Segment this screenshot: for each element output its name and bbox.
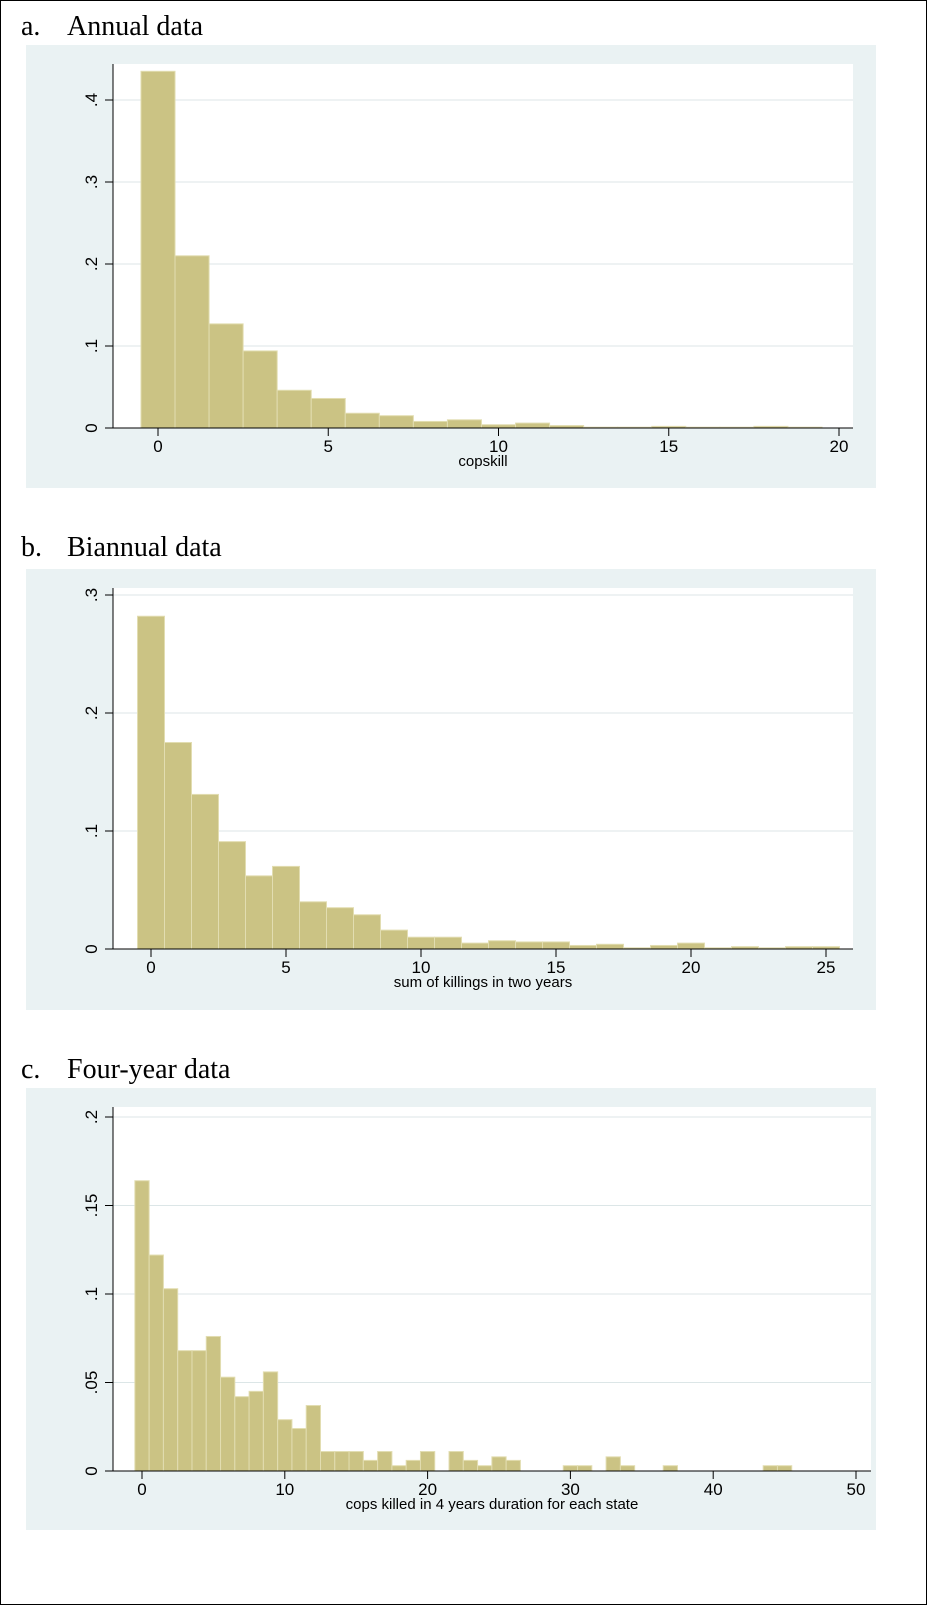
histogram-bar xyxy=(191,1350,207,1472)
x-axis-label: sum of killings in two years xyxy=(394,974,572,991)
histogram-bar xyxy=(477,1465,493,1472)
panel-b-name: Biannual data xyxy=(67,532,222,563)
histogram-bar xyxy=(320,1451,336,1472)
histogram-bar xyxy=(299,901,327,950)
histogram-bar xyxy=(377,1451,393,1472)
panel-a-letter: a. xyxy=(21,11,41,42)
x-tick-label: 5 xyxy=(281,958,290,977)
x-axis-label: copskill xyxy=(458,453,507,470)
histogram-bar xyxy=(177,1350,193,1472)
x-tick-label: 10 xyxy=(412,958,431,977)
histogram-bar xyxy=(205,1335,222,1472)
y-tick-label: .1 xyxy=(82,339,101,353)
y-tick-label: .2 xyxy=(82,257,101,271)
x-tick-label: 20 xyxy=(682,958,701,977)
x-tick-label: 40 xyxy=(704,1480,723,1499)
y-tick-label: .2 xyxy=(82,1110,101,1124)
histogram-bar xyxy=(662,1465,678,1472)
histogram-bar xyxy=(334,1451,350,1472)
histogram-bar xyxy=(234,1396,250,1472)
histogram-bar xyxy=(305,1405,322,1472)
x-axis-label: cops killed in 4 years duration for each… xyxy=(346,1496,639,1513)
histogram-bar xyxy=(162,1288,179,1472)
x-tick-label: 5 xyxy=(324,437,333,456)
histogram-bar xyxy=(208,323,244,429)
y-tick-label: .3 xyxy=(82,175,101,189)
histogram-bar xyxy=(619,1465,636,1472)
x-tick-label: 50 xyxy=(847,1480,866,1499)
histogram-bar xyxy=(291,1428,307,1472)
histogram-bar xyxy=(148,1254,164,1472)
histogram-bar xyxy=(262,1371,279,1472)
y-tick-label: 0 xyxy=(82,944,101,953)
y-tick-label: 0 xyxy=(82,423,101,432)
histogram-bar xyxy=(276,389,312,429)
y-tick-label: .1 xyxy=(82,1287,101,1301)
panel-a-title: a. Annual data xyxy=(21,13,203,41)
panel-c-letter: c. xyxy=(21,1054,41,1085)
x-tick-label: 10 xyxy=(489,437,508,456)
y-tick-label: .05 xyxy=(82,1371,101,1395)
histogram-bar xyxy=(242,350,278,429)
histogram-bar xyxy=(405,1459,421,1472)
histogram-bar xyxy=(174,255,210,429)
histogram-bar xyxy=(277,1419,293,1472)
x-tick-label: 10 xyxy=(275,1480,294,1499)
histogram-bar xyxy=(448,1451,464,1472)
histogram-bar xyxy=(353,914,381,950)
histogram-bar xyxy=(245,875,273,950)
histogram-bar xyxy=(362,1459,379,1472)
histogram-bar xyxy=(248,1390,264,1472)
panel-b-title: b. Biannual data xyxy=(21,534,222,562)
histogram-bar xyxy=(776,1465,793,1472)
histogram-bar xyxy=(491,1456,507,1472)
x-tick-label: 25 xyxy=(817,958,836,977)
y-tick-label: 0 xyxy=(82,1466,101,1475)
x-tick-label: 20 xyxy=(418,1480,437,1499)
histogram-bar xyxy=(310,397,346,429)
x-tick-label: 0 xyxy=(137,1480,146,1499)
panel-c-title: c. Four-year data xyxy=(21,1056,230,1084)
y-tick-label: .3 xyxy=(82,588,101,602)
histogram-bar xyxy=(220,1376,236,1472)
histogram-bar xyxy=(348,1451,364,1472)
x-tick-label: 0 xyxy=(146,958,155,977)
y-tick-label: .15 xyxy=(82,1194,101,1218)
x-tick-label: 20 xyxy=(830,437,849,456)
panel-c-name: Four-year data xyxy=(67,1054,231,1085)
x-tick-label: 15 xyxy=(659,437,678,456)
x-tick-label: 30 xyxy=(561,1480,580,1499)
y-tick-label: .2 xyxy=(82,706,101,720)
histogram-bar xyxy=(762,1465,778,1472)
x-tick-label: 15 xyxy=(547,958,566,977)
histogram-bar xyxy=(605,1456,621,1472)
histogram-bar xyxy=(562,1465,579,1472)
histogram-bar xyxy=(140,70,176,429)
histogram-bar xyxy=(462,1459,479,1472)
histogram-bar xyxy=(577,1465,593,1472)
histogram-bar xyxy=(391,1465,407,1472)
panel-b-letter: b. xyxy=(21,532,42,563)
x-tick-label: 0 xyxy=(153,437,162,456)
panel-a-name: Annual data xyxy=(67,11,204,42)
histogram-bar xyxy=(134,1180,150,1472)
y-tick-label: .1 xyxy=(82,824,101,838)
histogram-bar xyxy=(419,1451,436,1472)
y-tick-label: .4 xyxy=(82,93,101,107)
histogram-bar xyxy=(505,1459,521,1472)
